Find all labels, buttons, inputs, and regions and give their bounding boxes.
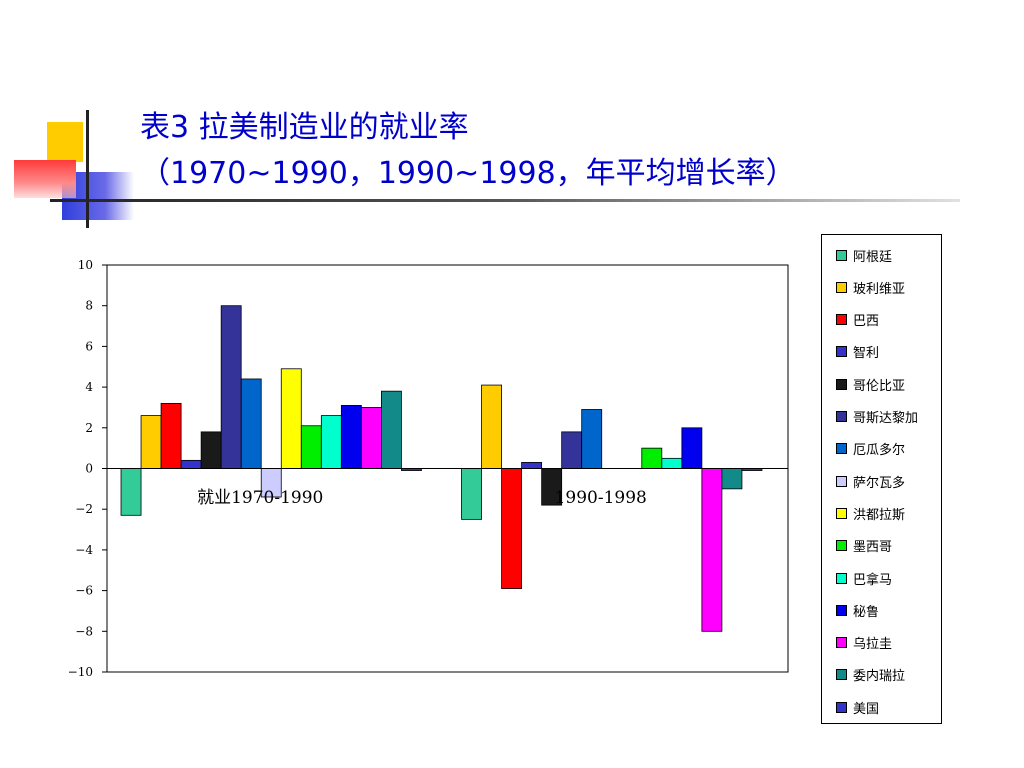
legend-item: 委内瑞拉	[836, 665, 905, 685]
legend-label: 墨西哥	[853, 540, 893, 556]
legend-label: 萨尔瓦多	[853, 475, 906, 491]
y-tick-label: 2	[85, 421, 93, 435]
legend-label: 厄瓜多尔	[853, 443, 906, 459]
legend-label: 巴西	[853, 314, 880, 330]
bar	[481, 384, 502, 469]
legend-swatch	[836, 572, 847, 584]
y-tick-label: 8	[85, 299, 93, 313]
bar	[340, 405, 362, 469]
legend-swatch	[836, 540, 847, 552]
bar	[381, 390, 402, 469]
y-tick-label: −6	[75, 584, 93, 598]
bar	[360, 407, 382, 469]
legend-item: 墨西哥	[836, 536, 892, 556]
y-tick-label: −4	[75, 543, 93, 557]
legend-item: 阿根廷	[836, 245, 892, 265]
bar	[721, 468, 743, 490]
y-tick-label: −8	[75, 624, 93, 638]
legend-label: 玻利维亚	[853, 281, 906, 297]
legend-swatch	[836, 378, 847, 390]
bar	[661, 457, 683, 469]
bar	[681, 427, 703, 469]
bar	[280, 368, 302, 469]
legend-item: 智利	[836, 342, 879, 362]
bar	[160, 402, 182, 469]
category-label: 就业1970-1990	[197, 488, 323, 508]
bar	[240, 378, 262, 469]
bar	[140, 415, 162, 469]
slide-subtitle: （1970~1990，1990~1998，年平均增长率）	[140, 156, 796, 191]
legend-label: 哥伦比亚	[853, 378, 906, 394]
bar	[501, 468, 523, 589]
bar	[641, 447, 663, 469]
legend-item: 哥斯达黎加	[836, 407, 918, 427]
y-tick-label: 4	[85, 380, 93, 394]
legend-swatch	[836, 604, 847, 616]
y-tick-label: −2	[75, 502, 93, 516]
legend-label: 哥斯达黎加	[853, 411, 919, 426]
bar	[581, 409, 603, 469]
category-labels: 就业1970-1990 1990-1998	[197, 488, 647, 508]
bar	[220, 305, 242, 469]
legend-label: 阿根廷	[853, 249, 893, 265]
bar	[701, 468, 723, 632]
legend-swatch	[836, 411, 847, 422]
bar	[120, 468, 142, 516]
y-tick-label: 6	[85, 339, 93, 353]
legend-swatch	[836, 249, 847, 261]
bar	[300, 425, 322, 469]
legend-swatch	[836, 507, 847, 519]
legend-label: 秘鲁	[853, 604, 880, 620]
bar	[180, 459, 202, 469]
legend-item: 哥伦比亚	[836, 374, 905, 394]
y-tick-label: −10	[68, 665, 93, 679]
bar	[200, 431, 222, 469]
legend-item: 厄瓜多尔	[836, 439, 905, 459]
legend-swatch	[836, 346, 847, 358]
legend-swatch	[836, 637, 847, 649]
legend-label: 巴拿马	[853, 572, 893, 588]
legend-label: 洪都拉斯	[853, 507, 906, 523]
legend-swatch	[836, 443, 847, 455]
decor-red-square	[14, 160, 76, 198]
legend-item: 洪都拉斯	[836, 503, 905, 523]
bar	[561, 431, 583, 469]
y-tick-label: 0	[85, 462, 93, 476]
bars-group	[120, 305, 763, 632]
slide-title: 表3 拉美制造业的就业率	[140, 110, 469, 145]
legend-label: 乌拉圭	[853, 637, 893, 653]
decor-horizontal-line	[50, 199, 960, 202]
decor-vertical-line	[86, 110, 89, 228]
legend-item: 巴拿马	[836, 568, 892, 588]
legend-item: 秘鲁	[836, 600, 879, 620]
bar	[320, 415, 342, 469]
legend-label: 智利	[853, 346, 880, 362]
legend-swatch	[836, 281, 847, 293]
legend-swatch	[836, 701, 847, 713]
legend-item: 玻利维亚	[836, 277, 905, 297]
legend-label: 委内瑞拉	[853, 669, 906, 685]
legend-label: 美国	[853, 701, 880, 717]
legend-swatch	[836, 314, 847, 326]
legend: 阿根廷玻利维亚巴西智利哥伦比亚哥斯达黎加厄瓜多尔萨尔瓦多洪都拉斯墨西哥巴拿马秘鲁…	[821, 234, 942, 724]
y-axis: 10 8 6 4 2 0 −2 −4 −6 −8 −10	[68, 258, 107, 679]
legend-item: 萨尔瓦多	[836, 471, 905, 491]
bar	[461, 468, 482, 520]
decor-yellow-square	[47, 122, 83, 162]
legend-swatch	[836, 475, 847, 487]
legend-item: 巴西	[836, 310, 879, 330]
y-tick-label: 10	[78, 258, 93, 272]
legend-item: 乌拉圭	[836, 633, 892, 653]
legend-item: 美国	[836, 697, 879, 717]
legend-swatch	[836, 669, 847, 681]
bar	[521, 461, 543, 469]
category-label: 1990-1998	[555, 488, 647, 508]
